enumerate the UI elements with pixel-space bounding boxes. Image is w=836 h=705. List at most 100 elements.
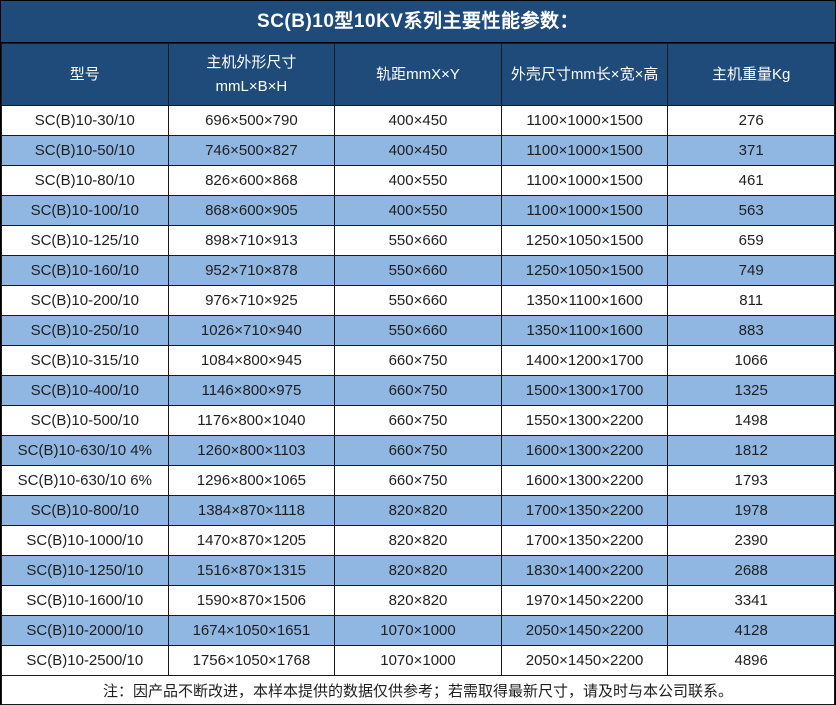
column-header: 主机外形尺寸 mmL×B×H	[167, 43, 336, 106]
table-row: SC(B)10-250/10 1026×710×940 550×660 1350×11…	[1, 315, 835, 346]
table-cell: 696×500×790	[167, 105, 336, 136]
column-header-line: 外壳尺寸mm长×宽×高	[510, 65, 659, 83]
column-header: 外壳尺寸mm长×宽×高	[500, 43, 669, 106]
table-cell: 4896	[667, 645, 835, 676]
table-cell: SC(B)10-200/10	[1, 285, 169, 316]
table-cell: SC(B)10-630/10 4%	[1, 435, 169, 466]
table-row: SC(B)10-125/10 898×710×913 550×660 1250×105…	[1, 225, 835, 256]
table-cell: 1350×1100×1600	[500, 285, 669, 316]
table-cell: 1970×1450×2200	[500, 585, 669, 616]
table-cell: SC(B)10-30/10	[1, 105, 169, 136]
footer-note: 注：因产品不断改进，本样本提供的数据仅供参考；若需取得最新尺寸，请及时与本公司联…	[1, 675, 835, 705]
table-cell: 820×820	[334, 555, 502, 586]
column-header-line: 型号	[69, 65, 100, 83]
table-cell: 1350×1100×1600	[500, 315, 669, 346]
spec-table: 型号 主机外形尺寸 mmL×B×H 轨距mmX×Y 外壳尺寸mm长×宽×高 主机重量Kg …	[1, 43, 835, 705]
table-cell: 749	[667, 255, 835, 286]
table-row: SC(B)10-630/10 4% 1260×800×1103 660×750 160…	[1, 435, 835, 466]
table-cell: SC(B)10-500/10	[1, 405, 169, 436]
table-footer: 注：因产品不断改进，本样本提供的数据仅供参考；若需取得最新尺寸，请及时与本公司联…	[1, 675, 835, 705]
table-header: 型号 主机外形尺寸 mmL×B×H 轨距mmX×Y 外壳尺寸mm长×宽×高 主机重量Kg	[1, 43, 835, 106]
column-header-line: 主机重量Kg	[712, 65, 791, 83]
column-header: 轨距mmX×Y	[334, 43, 502, 106]
table-row: SC(B)10-80/10 826×600×868 400×550 1100×1000…	[1, 165, 835, 196]
column-header-line: 轨距mmX×Y	[376, 65, 460, 83]
table-cell: 1830×1400×2200	[500, 555, 669, 586]
table-cell: 1384×870×1118	[167, 495, 336, 526]
table-row: SC(B)10-2000/10 1674×1050×1651 1070×1000 20…	[1, 615, 835, 646]
table-cell: 976×710×925	[167, 285, 336, 316]
table-cell: 1325	[667, 375, 835, 406]
table-cell: 1100×1000×1500	[500, 165, 669, 196]
table-cell: 811	[667, 285, 835, 316]
table-cell: SC(B)10-125/10	[1, 225, 169, 256]
table-cell: SC(B)10-80/10	[1, 165, 169, 196]
table-cell: 2390	[667, 525, 835, 556]
table-cell: 660×750	[334, 345, 502, 376]
table-cell: 400×450	[334, 135, 502, 166]
table-cell: 883	[667, 315, 835, 346]
table-cell: 868×600×905	[167, 195, 336, 226]
table-cell: 1700×1350×2200	[500, 525, 669, 556]
table-cell: 1400×1200×1700	[500, 345, 669, 376]
table-cell: 952×710×878	[167, 255, 336, 286]
table-cell: 2050×1450×2200	[500, 645, 669, 676]
table-cell: 826×600×868	[167, 165, 336, 196]
table-cell: 276	[667, 105, 835, 136]
table-cell: 660×750	[334, 375, 502, 406]
table-cell: 1498	[667, 405, 835, 436]
table-cell: 1756×1050×1768	[167, 645, 336, 676]
table-cell: 550×660	[334, 255, 502, 286]
column-header: 主机重量Kg	[667, 43, 835, 106]
table-cell: 746×500×827	[167, 135, 336, 166]
table-cell: 1146×800×975	[167, 375, 336, 406]
table-cell: 1700×1350×2200	[500, 495, 669, 526]
table-cell: 371	[667, 135, 835, 166]
table-cell: 820×820	[334, 525, 502, 556]
table-cell: 1793	[667, 465, 835, 496]
table-cell: 1978	[667, 495, 835, 526]
table-row: SC(B)10-160/10 952×710×878 550×660 1250×105…	[1, 255, 835, 286]
table-cell: SC(B)10-250/10	[1, 315, 169, 346]
table-cell: 898×710×913	[167, 225, 336, 256]
table-cell: 1260×800×1103	[167, 435, 336, 466]
column-header-line: 主机外形尺寸	[206, 53, 297, 71]
table-cell: 1600×1300×2200	[500, 435, 669, 466]
table-cell: 1084×800×945	[167, 345, 336, 376]
table-cell: 1250×1050×1500	[500, 255, 669, 286]
table-cell: 550×660	[334, 225, 502, 256]
table-row: SC(B)10-630/10 6% 1296×800×1065 660×750 160…	[1, 465, 835, 496]
column-header: 型号	[1, 43, 169, 106]
table-body: SC(B)10-30/10 696×500×790 400×450 1100×1000…	[1, 105, 835, 676]
table-row: SC(B)10-400/10 1146×800×975 660×750 1500×13…	[1, 375, 835, 406]
table-cell: 1296×800×1065	[167, 465, 336, 496]
table-cell: SC(B)10-2000/10	[1, 615, 169, 646]
table-cell: 2688	[667, 555, 835, 586]
table-row: SC(B)10-200/10 976×710×925 550×660 1350×110…	[1, 285, 835, 316]
table-cell: 1070×1000	[334, 645, 502, 676]
table-cell: SC(B)10-315/10	[1, 345, 169, 376]
table-cell: SC(B)10-800/10	[1, 495, 169, 526]
table-cell: 2050×1450×2200	[500, 615, 669, 646]
table-cell: 461	[667, 165, 835, 196]
table-cell: 550×660	[334, 285, 502, 316]
table-cell: 1470×870×1205	[167, 525, 336, 556]
table-cell: 1026×710×940	[167, 315, 336, 346]
table-cell: SC(B)10-1250/10	[1, 555, 169, 586]
table-cell: SC(B)10-400/10	[1, 375, 169, 406]
table-cell: 1250×1050×1500	[500, 225, 669, 256]
table-cell: 563	[667, 195, 835, 226]
note-row: 注：因产品不断改进，本样本提供的数据仅供参考；若需取得最新尺寸，请及时与本公司联…	[1, 675, 835, 705]
table-cell: 550×660	[334, 315, 502, 346]
table-cell: 1066	[667, 345, 835, 376]
table-row: SC(B)10-1000/10 1470×870×1205 820×820 1700×…	[1, 525, 835, 556]
table-row: SC(B)10-2500/10 1756×1050×1768 1070×1000 20…	[1, 645, 835, 676]
table-cell: 1590×870×1506	[167, 585, 336, 616]
table-cell: 1100×1000×1500	[500, 135, 669, 166]
table-cell: SC(B)10-160/10	[1, 255, 169, 286]
table-cell: 4128	[667, 615, 835, 646]
table-row: SC(B)10-315/10 1084×800×945 660×750 1400×12…	[1, 345, 835, 376]
table-cell: 820×820	[334, 585, 502, 616]
table-cell: SC(B)10-630/10 6%	[1, 465, 169, 496]
table-cell: 1176×800×1040	[167, 405, 336, 436]
